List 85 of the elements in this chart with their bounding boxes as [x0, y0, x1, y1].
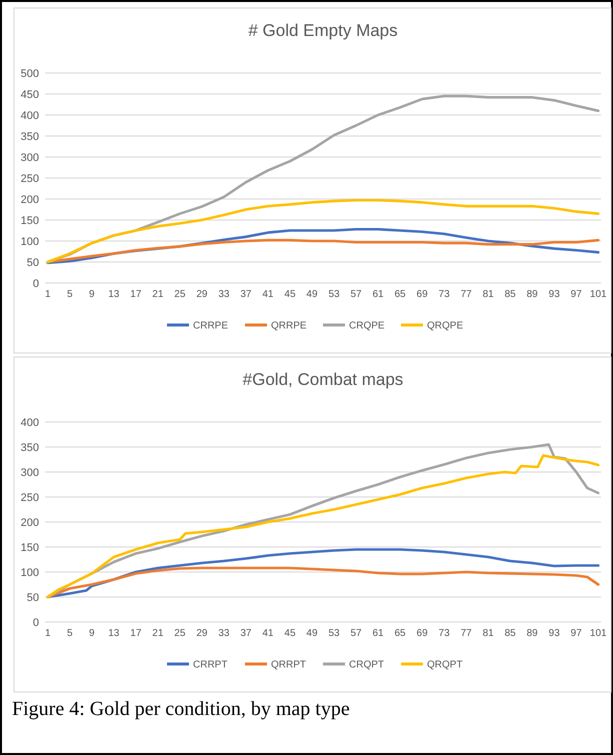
- y-tick-label: 200: [20, 516, 39, 529]
- x-tick-label: 37: [240, 628, 252, 639]
- x-tick-label: 33: [218, 628, 230, 639]
- y-tick-label: 450: [20, 88, 39, 101]
- line-series: [46, 566, 600, 598]
- y-tick-label: 300: [20, 466, 39, 479]
- legend-label: CRRPE: [193, 320, 228, 332]
- y-tick-label: 0: [32, 616, 39, 629]
- y-tick-label: 350: [20, 130, 39, 143]
- x-tick-label: 1: [44, 289, 51, 300]
- y-tick-label: 500: [20, 68, 39, 80]
- y-tick-label: 400: [20, 110, 39, 122]
- x-tick-label: 69: [416, 289, 428, 300]
- x-tick-label: 53: [328, 628, 340, 639]
- legend-label: CRRPT: [193, 660, 228, 670]
- x-tick-label: 41: [262, 289, 274, 300]
- x-tick-label: 97: [570, 628, 582, 639]
- x-tick-label: 61: [372, 628, 384, 639]
- x-tick-label: 65: [394, 289, 406, 300]
- x-tick-label: 61: [372, 289, 384, 300]
- y-tick-label: 300: [20, 152, 39, 164]
- legend-label: QRRPT: [271, 660, 306, 670]
- x-tick-label: 89: [526, 289, 538, 300]
- line-series: [46, 198, 600, 264]
- y-tick-label: 250: [20, 172, 39, 185]
- x-tick-label: 57: [350, 628, 362, 639]
- chart-title: #Gold, Combat maps: [242, 370, 404, 389]
- x-tick-label: 5: [66, 628, 73, 639]
- x-tick-label: 17: [130, 289, 142, 300]
- y-tick-label: 200: [20, 194, 39, 206]
- x-tick-label: 53: [328, 289, 340, 300]
- x-tick-label: 93: [548, 289, 560, 300]
- x-tick-label: 73: [438, 628, 450, 639]
- x-tick-label: 29: [196, 628, 208, 639]
- y-tick-label: 150: [20, 214, 39, 227]
- x-tick-label: 45: [284, 289, 296, 300]
- x-tick-label: 1: [44, 628, 51, 639]
- y-tick-label: 350: [20, 442, 39, 454]
- x-tick-label: 13: [108, 289, 120, 300]
- x-tick-label: 37: [240, 289, 252, 300]
- x-tick-label: 77: [460, 628, 472, 639]
- x-tick-label: 45: [284, 628, 296, 639]
- y-tick-label: 150: [20, 542, 39, 554]
- x-tick-label: 25: [174, 289, 186, 300]
- y-tick-label: 0: [32, 278, 39, 290]
- x-tick-label: 65: [394, 628, 406, 639]
- x-tick-label: 5: [66, 289, 73, 300]
- x-tick-label: 89: [526, 628, 538, 639]
- x-tick-label: 97: [570, 289, 582, 300]
- y-tick-label: 100: [20, 236, 39, 248]
- x-tick-label: 49: [306, 628, 318, 639]
- legend-label: CRQPT: [349, 660, 384, 670]
- x-tick-label: 29: [196, 289, 208, 300]
- y-tick-label: 400: [20, 416, 39, 429]
- x-tick-label: 81: [482, 289, 494, 300]
- chart-title: # Gold Empty Maps: [248, 21, 398, 40]
- y-tick-label: 50: [26, 592, 39, 604]
- x-tick-label: 81: [482, 628, 494, 639]
- x-tick-label: 25: [174, 628, 186, 639]
- legend-label: QRQPT: [427, 660, 463, 670]
- x-tick-label: 9: [89, 289, 96, 300]
- x-tick-label: 93: [548, 628, 560, 639]
- x-tick-label: 21: [152, 628, 164, 639]
- x-tick-label: 57: [350, 289, 362, 300]
- x-tick-label: 33: [218, 289, 230, 300]
- x-tick-label: 77: [460, 289, 472, 300]
- caption: Figure 4: Gold per condition, by map type: [12, 698, 350, 720]
- y-tick-label: 100: [20, 566, 39, 579]
- x-tick-label: 41: [262, 628, 274, 639]
- legend-label: QRQPE: [427, 320, 464, 332]
- x-tick-label: 85: [504, 289, 516, 300]
- x-tick-label: 49: [306, 289, 318, 300]
- x-tick-label: 9: [89, 628, 96, 639]
- y-tick-label: 50: [26, 256, 39, 269]
- x-tick-label: 73: [438, 289, 450, 300]
- x-tick-label: 17: [130, 628, 142, 639]
- x-tick-label: 101: [590, 628, 608, 639]
- x-tick-label: 13: [108, 628, 120, 639]
- x-tick-label: 101: [590, 289, 608, 300]
- x-tick-label: 85: [504, 628, 516, 639]
- legend-label: CRQPE: [349, 320, 385, 332]
- y-tick-label: 250: [20, 492, 39, 504]
- legend-label: QRRPE: [271, 320, 307, 332]
- x-tick-label: 21: [152, 289, 164, 300]
- x-tick-label: 69: [416, 628, 428, 639]
